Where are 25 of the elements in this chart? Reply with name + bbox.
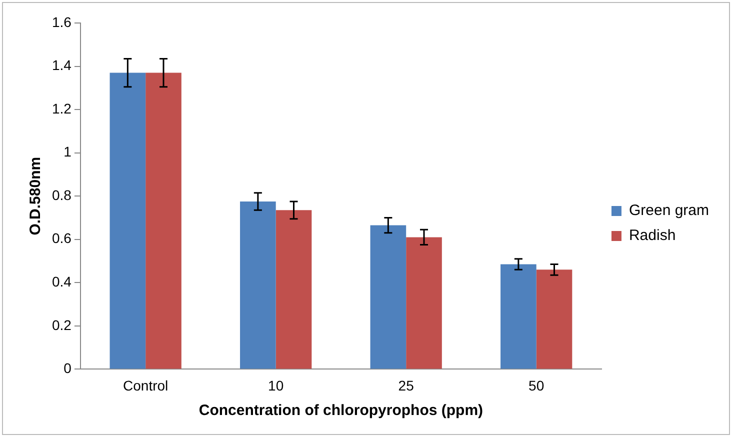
y-tick-label: 0.6 [52, 230, 72, 246]
x-tick-label: 10 [268, 377, 284, 394]
legend-label: Radish [628, 227, 676, 244]
y-tick-label: 0.2 [52, 316, 72, 333]
y-tick-label: 0.8 [52, 186, 72, 203]
y-tick-label: 0 [64, 360, 72, 376]
y-tick-label: 1 [64, 144, 72, 160]
bar [500, 264, 536, 369]
bar [240, 202, 276, 369]
x-tick-label: 25 [398, 377, 414, 394]
y-tick-label: 0.4 [52, 274, 72, 290]
x-axis-title: Concentration of chloropyrophos (ppm) [198, 402, 484, 420]
bar [536, 270, 572, 369]
x-tick-label: 50 [528, 377, 544, 394]
y-axis-title: O.D.580nm [27, 156, 44, 236]
y-tick-label: 1.4 [52, 57, 72, 74]
legend-label: Green gram [628, 202, 710, 220]
y-tick-label: 1.6 [52, 14, 72, 30]
bar [406, 237, 442, 369]
bar [146, 72, 182, 369]
bar [276, 210, 312, 369]
bar [110, 72, 146, 369]
y-tick-label: 1.2 [52, 100, 72, 116]
x-tick-label: Control [123, 377, 168, 394]
bar [370, 225, 406, 369]
